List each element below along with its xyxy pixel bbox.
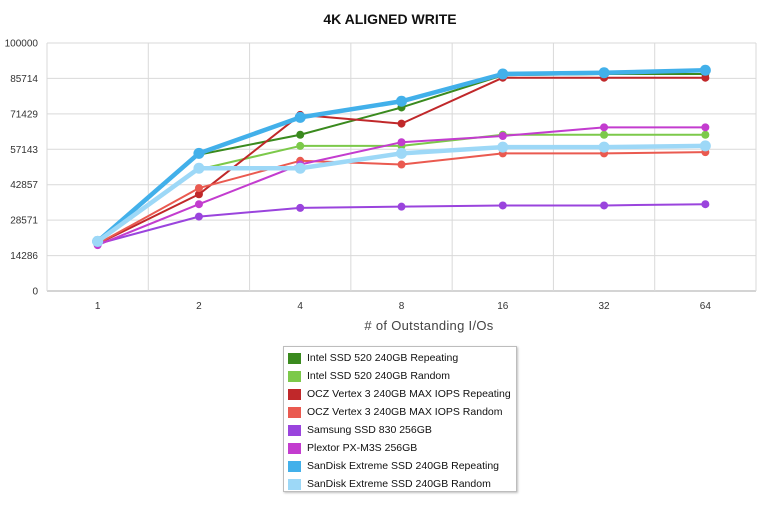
legend-item: OCZ Vertex 3 240GB MAX IOPS Random — [288, 403, 512, 421]
x-tick-label: 8 — [399, 301, 405, 312]
data-point — [598, 141, 610, 153]
y-tick-label: 71429 — [10, 109, 38, 120]
legend: Intel SSD 520 240GB Repeating Intel SSD 5… — [283, 346, 517, 492]
legend-swatch — [288, 352, 301, 364]
x-axis-ticks: 1 2 4 8 16 32 64 — [95, 301, 711, 312]
legend-label: Samsung SSD 830 256GB — [307, 424, 432, 436]
legend-swatch — [288, 370, 301, 382]
data-point — [193, 162, 205, 174]
legend-label: SanDisk Extreme SSD 240GB Repeating — [307, 460, 500, 472]
legend-label: Intel SSD 520 240GB Repeating — [307, 352, 459, 364]
x-tick-label: 16 — [497, 301, 509, 312]
data-point — [699, 64, 711, 76]
y-tick-label: 28571 — [10, 216, 38, 227]
data-point — [497, 141, 509, 153]
data-point — [701, 73, 710, 82]
legend-label: SanDisk Extreme SSD 240GB Random — [307, 478, 491, 490]
data-point — [598, 67, 610, 79]
data-point — [396, 147, 407, 159]
data-point — [396, 95, 407, 107]
data-point — [194, 212, 203, 221]
y-tick-label: 0 — [32, 287, 38, 298]
data-point — [92, 235, 104, 247]
data-point — [498, 201, 507, 210]
series-lines — [92, 64, 711, 250]
y-tick-label: 100000 — [5, 39, 39, 50]
legend-label: OCZ Vertex 3 240GB MAX IOPS Random — [307, 406, 503, 418]
y-axis-ticks: 0 14286 28571 42857 57143 71429 85714 100000 — [5, 39, 39, 298]
x-tick-label: 2 — [196, 301, 202, 312]
data-point — [194, 184, 203, 193]
data-point — [701, 200, 710, 209]
y-tick-label: 57143 — [10, 145, 38, 156]
data-point — [699, 140, 711, 152]
data-point — [296, 141, 305, 150]
legend-item: Intel SSD 520 240GB Random — [288, 367, 512, 385]
data-point — [701, 130, 710, 139]
data-point — [294, 162, 306, 174]
legend-item: Plextor PX-M3S 256GB — [288, 439, 512, 457]
legend-item: SanDisk Extreme SSD 240GB Repeating — [288, 457, 512, 475]
data-point — [194, 190, 203, 199]
y-tick-label: 14286 — [10, 251, 38, 262]
x-axis-title: # of Outstanding I/Os — [364, 318, 493, 333]
y-tick-label: 42857 — [10, 180, 38, 191]
data-point — [296, 130, 305, 139]
data-point — [397, 138, 406, 147]
data-point — [397, 119, 406, 128]
data-point — [194, 200, 203, 209]
legend-item: OCZ Vertex 3 240GB MAX IOPS Repeating — [288, 385, 512, 403]
grid — [46, 42, 757, 292]
data-point — [193, 147, 205, 159]
data-point — [600, 130, 609, 139]
data-point — [701, 123, 710, 132]
legend-swatch — [288, 388, 301, 400]
legend-item: Samsung SSD 830 256GB — [288, 421, 512, 439]
legend-label: OCZ Vertex 3 240GB MAX IOPS Repeating — [307, 388, 511, 400]
x-tick-label: 4 — [297, 301, 303, 312]
data-point — [498, 132, 507, 140]
legend-swatch — [288, 406, 301, 418]
chart-title: 4K ALIGNED WRITE — [323, 11, 456, 27]
legend-label: Intel SSD 520 240GB Random — [307, 370, 451, 382]
data-point — [600, 123, 609, 132]
series-7 — [92, 140, 711, 247]
data-point — [397, 160, 406, 169]
legend-label: Plextor PX-M3S 256GB — [307, 442, 418, 454]
x-tick-label: 64 — [700, 301, 712, 312]
data-point — [296, 203, 305, 212]
series-4 — [93, 200, 710, 248]
legend-item: Intel SSD 520 240GB Repeating — [288, 349, 512, 367]
data-point — [497, 68, 509, 80]
data-point — [397, 202, 406, 211]
legend-swatch — [288, 424, 301, 436]
x-tick-label: 1 — [95, 301, 101, 312]
y-tick-label: 85714 — [10, 74, 38, 85]
legend-swatch — [288, 460, 301, 472]
data-point — [294, 111, 306, 123]
legend-swatch — [288, 478, 301, 490]
series-5 — [93, 123, 710, 250]
legend-item: SanDisk Extreme SSD 240GB Random — [288, 475, 512, 493]
data-point — [600, 201, 609, 210]
x-tick-label: 32 — [599, 301, 611, 312]
legend-swatch — [288, 442, 301, 454]
